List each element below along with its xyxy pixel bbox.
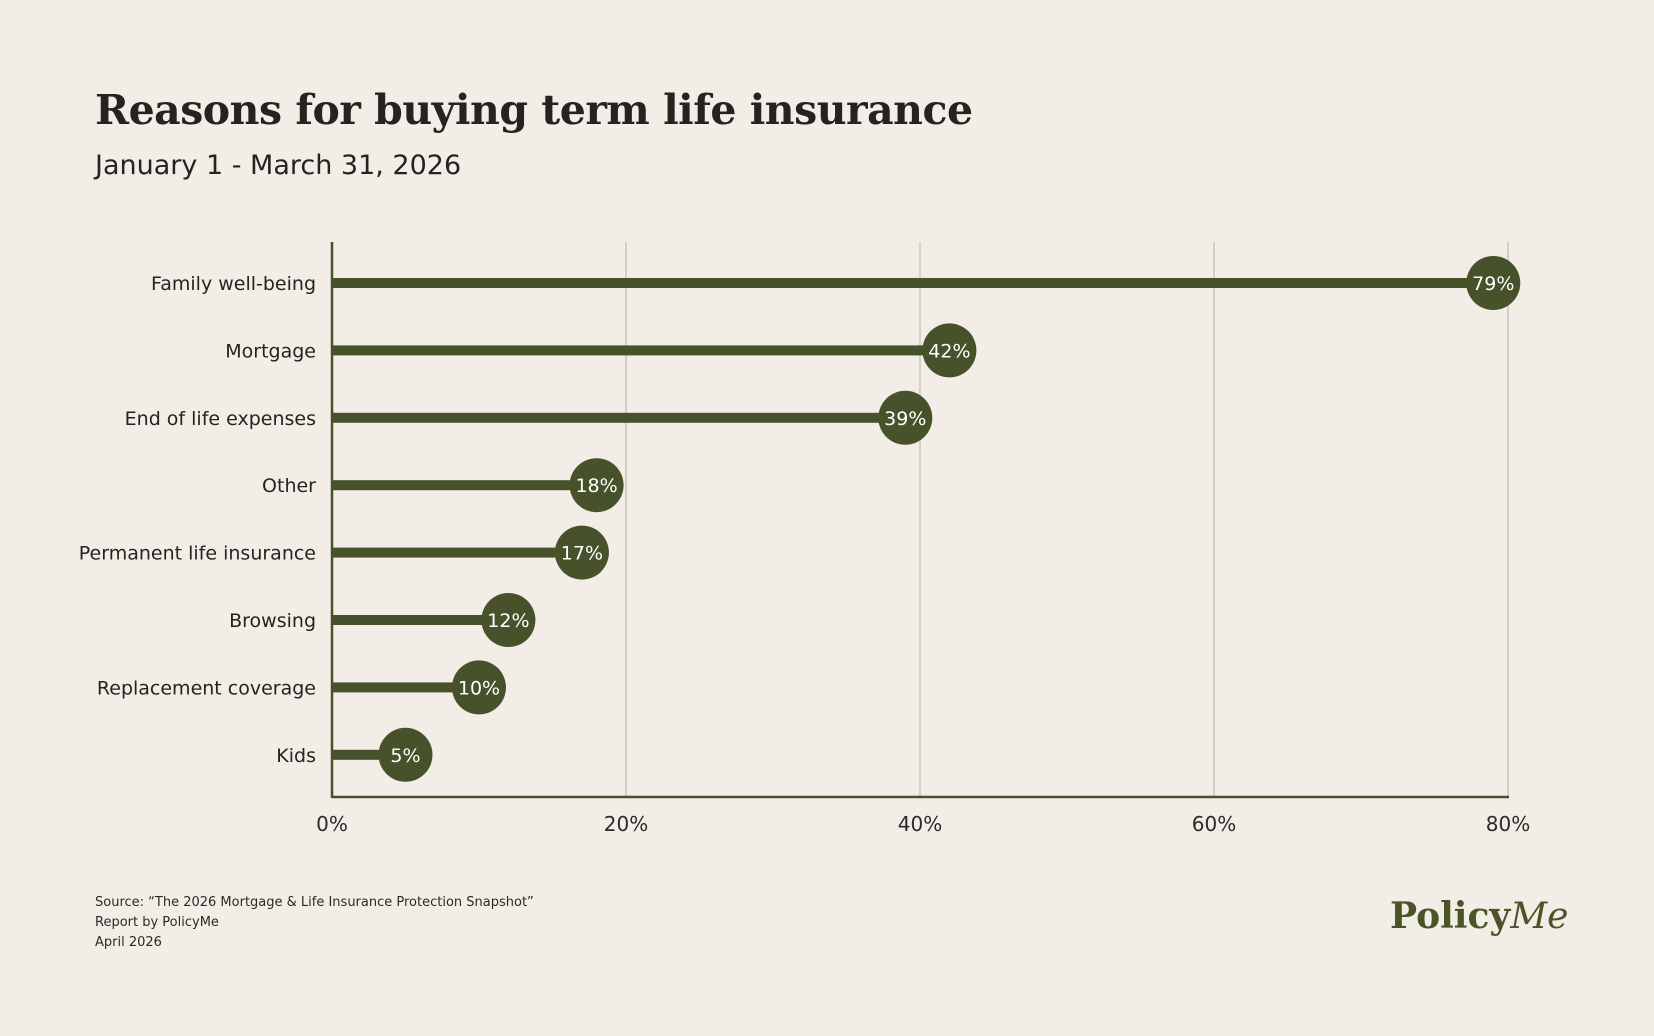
category-label: Other: [262, 475, 316, 497]
bar: [332, 412, 906, 423]
source-note: Source: “The 2026 Mortgage & Life Insura…: [95, 895, 534, 910]
bar: [332, 682, 479, 693]
bar-end-marker: [554, 525, 609, 580]
x-tick-label: 80%: [1486, 812, 1530, 836]
bar-end-marker: [481, 593, 536, 647]
category-label: Permanent life insurance: [79, 543, 316, 565]
data-label: 17%: [561, 543, 603, 565]
category-label: Replacement coverage: [97, 677, 316, 699]
x-tick-label: 40%: [898, 812, 942, 836]
footer: Source: “The 2026 Mortgage & Life Insura…: [95, 893, 534, 953]
category-label: Browsing: [229, 610, 316, 632]
report-credit: Report by PolicyMe: [95, 915, 219, 930]
category-label: Mortgage: [225, 340, 316, 362]
bar: [332, 749, 406, 760]
policyme-logo: PolicyMe: [1390, 895, 1568, 937]
category-label: Kids: [276, 745, 316, 767]
data-label: 12%: [487, 610, 529, 632]
category-label: End of life expenses: [125, 408, 316, 430]
bar-end-marker: [1466, 256, 1521, 310]
logo-text-main: Policy: [1390, 895, 1511, 937]
chart-subtitle: January 1 - March 31, 2026: [95, 150, 462, 181]
data-label: 79%: [1472, 273, 1514, 295]
bar-end-marker: [569, 458, 624, 513]
bar: [332, 480, 597, 491]
data-label: 42%: [928, 340, 970, 362]
bar-end-marker: [878, 390, 933, 445]
data-label: 18%: [575, 475, 617, 497]
x-tick-label: 0%: [316, 812, 348, 836]
logo-text-script: Me: [1510, 896, 1569, 937]
chart-title: Reasons for buying term life insurance: [95, 86, 973, 134]
x-tick-label: 20%: [604, 812, 648, 836]
bar-end-marker: [922, 323, 977, 378]
bar: [332, 547, 582, 558]
bar-end-marker: [452, 660, 506, 715]
data-label: 10%: [458, 677, 500, 699]
bar: [332, 278, 1494, 288]
report-date: April 2026: [95, 935, 162, 950]
category-label: Family well-being: [151, 273, 316, 295]
bar-chart: 0% 20% 40% 60% 80% Family well-being 79% Mortga…: [79, 242, 1530, 836]
data-label: 39%: [884, 408, 926, 430]
bar: [332, 615, 509, 625]
bar-end-marker: [378, 727, 433, 782]
data-label: 5%: [390, 745, 420, 767]
bar: [332, 345, 950, 356]
x-tick-label: 60%: [1192, 812, 1236, 836]
